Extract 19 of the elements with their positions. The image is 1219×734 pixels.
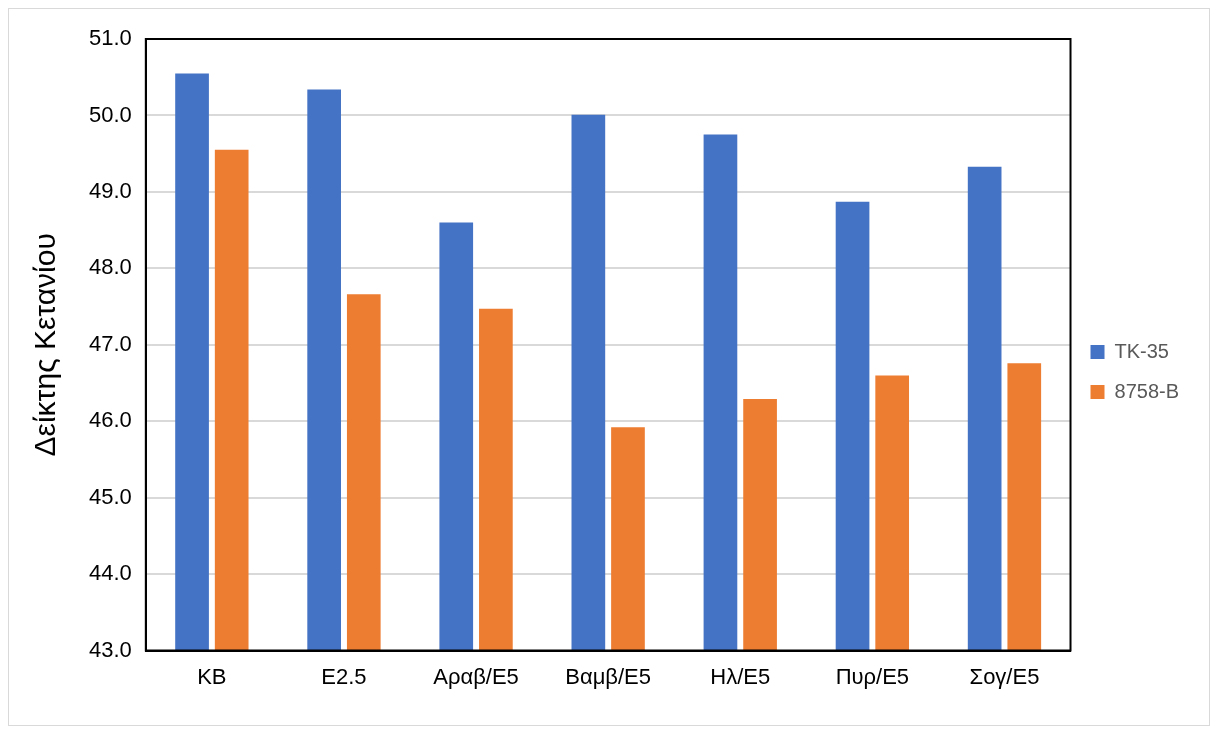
y-tick-label: 46.0 [88, 407, 132, 433]
y-tick-label: 43.0 [88, 636, 132, 662]
y-tick-label: 50.0 [88, 101, 132, 127]
legend-label: 8758-B [1114, 379, 1180, 402]
x-tick-label: Πυρ/E5 [835, 663, 910, 689]
x-tick-label: Αραβ/E5 [433, 663, 519, 689]
x-tick-label: Σογ/E5 [969, 663, 1040, 689]
y-axis-title: Δείκτης Κετανίου [28, 233, 62, 457]
x-tick-label: E2.5 [321, 663, 367, 689]
y-tick-label: 45.0 [88, 483, 132, 509]
x-tick-label: Ηλ/E5 [710, 663, 771, 689]
y-tick-label: 44.0 [88, 560, 132, 586]
y-tick-label: 51.0 [88, 25, 132, 51]
y-tick-label: 47.0 [88, 330, 132, 356]
x-tick-label: KB [197, 663, 227, 689]
y-tick-label: 49.0 [88, 177, 132, 203]
x-tick-label: Βαμβ/E5 [565, 663, 652, 689]
legend-label: TK-35 [1114, 339, 1169, 362]
y-tick-label: 48.0 [88, 254, 132, 280]
